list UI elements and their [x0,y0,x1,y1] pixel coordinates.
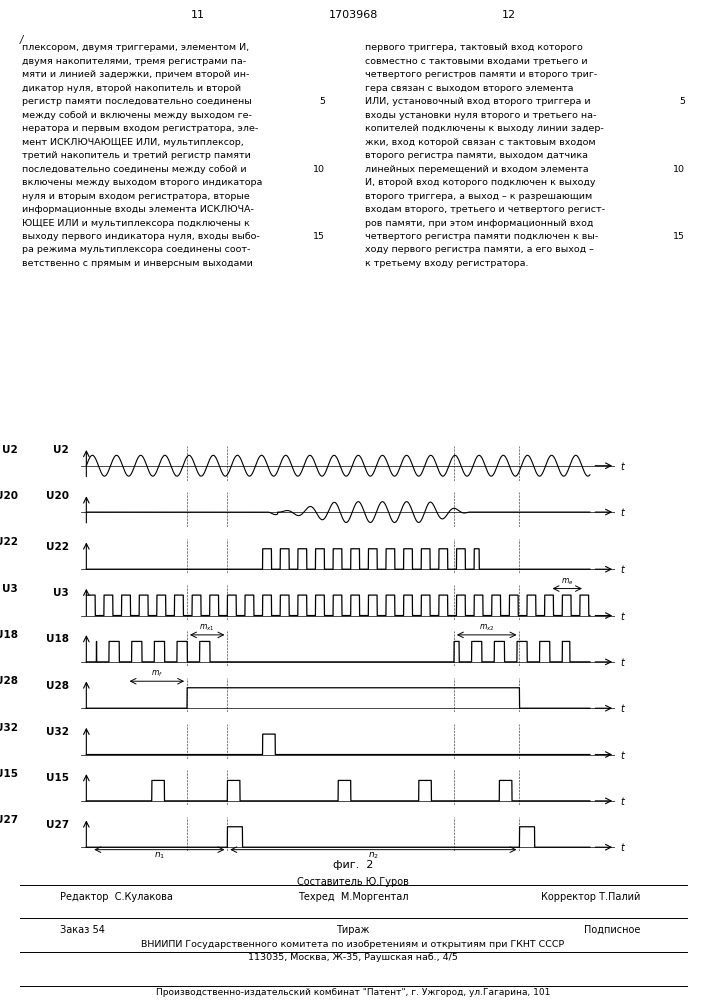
Text: U28: U28 [46,681,69,691]
Text: Редактор  С.Кулакова: Редактор С.Кулакова [60,892,173,902]
Text: ЮЩЕЕ ИЛИ и мультиплексора подключены к: ЮЩЕЕ ИЛИ и мультиплексора подключены к [22,219,250,228]
Text: $t$: $t$ [620,506,626,518]
Text: U18: U18 [0,630,18,640]
Text: четвертого регистров памяти и второго триг-: четвертого регистров памяти и второго тр… [365,70,597,79]
Text: И, второй вход которого подключен к выходу: И, второй вход которого подключен к выхо… [365,178,595,187]
Text: $t$: $t$ [620,563,626,575]
Text: $m_{x2}$: $m_{x2}$ [479,622,494,633]
Text: U27: U27 [45,820,69,830]
Text: к третьему входу регистратора.: к третьему входу регистратора. [365,259,529,268]
Text: второго регистра памяти, выходом датчика: второго регистра памяти, выходом датчика [365,151,588,160]
Text: U32: U32 [0,723,18,733]
Text: $n_2$: $n_2$ [368,851,379,861]
Text: $m_e$: $m_e$ [561,576,573,587]
Text: $m_{x1}$: $m_{x1}$ [199,622,215,633]
Text: ходу первого регистра памяти, а его выход –: ходу первого регистра памяти, а его выхо… [365,245,594,254]
Text: 15: 15 [313,232,325,241]
Text: $t$: $t$ [620,841,626,853]
Text: $t$: $t$ [620,610,626,622]
Text: информационные входы элемента ИСКЛЮЧА-: информационные входы элемента ИСКЛЮЧА- [22,205,254,214]
Text: $t$: $t$ [620,656,626,668]
Text: 11: 11 [191,10,205,20]
Text: совместно с тактовыми входами третьего и: совместно с тактовыми входами третьего и [365,57,588,66]
Text: фиг.  2: фиг. 2 [333,860,374,870]
Text: 15: 15 [673,232,685,241]
Text: U3: U3 [53,588,69,598]
Text: Производственно-издательский комбинат "Патент", г. Ужгород, ул.Гагарина, 101: Производственно-издательский комбинат "П… [156,988,550,997]
Text: ВНИИПИ Государственного комитета по изобретениям и открытиям при ГКНТ СССР: ВНИИПИ Государственного комитета по изоб… [141,940,565,949]
Text: мент ИСКЛЮЧАЮЩЕЕ ИЛИ, мультиплексор,: мент ИСКЛЮЧАЮЩЕЕ ИЛИ, мультиплексор, [22,138,244,147]
Text: жки, вход которой связан с тактовым входом: жки, вход которой связан с тактовым вход… [365,138,595,147]
Text: U22: U22 [46,542,69,552]
Text: U20: U20 [0,491,18,501]
Text: нератора и первым входом регистратора, эле-: нератора и первым входом регистратора, э… [22,124,258,133]
Text: последовательно соединены между собой и: последовательно соединены между собой и [22,165,247,174]
Text: входы установки нуля второго и третьего на-: входы установки нуля второго и третьего … [365,111,597,120]
Text: линейных перемещений и входом элемента: линейных перемещений и входом элемента [365,165,589,174]
Text: U18: U18 [46,634,69,644]
Text: U28: U28 [0,676,18,686]
Text: 5: 5 [679,97,685,106]
Text: U32: U32 [46,727,69,737]
Text: третий накопитель и третий регистр памяти: третий накопитель и третий регистр памят… [22,151,251,160]
Text: Заказ 54: Заказ 54 [60,925,105,935]
Text: $t$: $t$ [620,749,626,761]
Text: гера связан с выходом второго элемента: гера связан с выходом второго элемента [365,84,573,93]
Text: двумя накопителями, тремя регистрами па-: двумя накопителями, тремя регистрами па- [22,57,246,66]
Text: второго триггера, а выход – к разрешающим: второго триггера, а выход – к разрешающи… [365,192,592,201]
Text: мяти и линией задержки, причем второй ин-: мяти и линией задержки, причем второй ин… [22,70,250,79]
Text: U3: U3 [2,584,18,594]
Text: четвертого регистра памяти подключен к вы-: четвертого регистра памяти подключен к в… [365,232,598,241]
Text: U20: U20 [46,491,69,501]
Text: 5: 5 [319,97,325,106]
Text: нуля и вторым входом регистратора, вторые: нуля и вторым входом регистратора, вторы… [22,192,250,201]
Text: $t$: $t$ [620,795,626,807]
Text: 10: 10 [673,165,685,174]
Text: $t$: $t$ [620,460,626,472]
Text: U15: U15 [0,769,18,779]
Text: $m_f$: $m_f$ [151,669,163,679]
Text: включены между выходом второго индикатора: включены между выходом второго индикатор… [22,178,262,187]
Text: входам второго, третьего и четвертого регист-: входам второго, третьего и четвертого ре… [365,205,605,214]
Text: регистр памяти последовательно соединены: регистр памяти последовательно соединены [22,97,252,106]
Text: 10: 10 [313,165,325,174]
Text: U27: U27 [0,815,18,825]
Text: дикатор нуля, второй накопитель и второй: дикатор нуля, второй накопитель и второй [22,84,241,93]
Text: U22: U22 [0,537,18,547]
Text: U2: U2 [53,445,69,455]
Text: U2: U2 [2,445,18,455]
Text: копителей подключены к выходу линии задер-: копителей подключены к выходу линии заде… [365,124,604,133]
Text: ров памяти, при этом информационный вход: ров памяти, при этом информационный вход [365,219,593,228]
Text: ра режима мультиплексора соединены соот-: ра режима мультиплексора соединены соот- [22,245,250,254]
Text: между собой и включены между выходом ге-: между собой и включены между выходом ге- [22,111,252,120]
Text: 12: 12 [502,10,516,20]
Text: /: / [20,35,23,45]
Text: $n_1$: $n_1$ [153,851,165,861]
Text: первого триггера, тактовый вход которого: первого триггера, тактовый вход которого [365,43,583,52]
Text: U15: U15 [46,773,69,783]
Text: Техред  М.Моргентал: Техред М.Моргентал [298,892,408,902]
Text: Корректор Т.Палий: Корректор Т.Палий [541,892,640,902]
Text: плексором, двумя триггерами, элементом И,: плексором, двумя триггерами, элементом И… [22,43,249,52]
Text: Составитель Ю.Гуров: Составитель Ю.Гуров [297,877,409,887]
Text: 1703968: 1703968 [329,10,378,20]
Text: выходу первого индикатора нуля, входы выбо-: выходу первого индикатора нуля, входы вы… [22,232,259,241]
Text: Тираж: Тираж [337,925,370,935]
Text: Подписное: Подписное [583,925,640,935]
Text: ветственно с прямым и инверсным выходами: ветственно с прямым и инверсным выходами [22,259,253,268]
Text: ИЛИ, установочный вход второго триггера и: ИЛИ, установочный вход второго триггера … [365,97,590,106]
Text: 113035, Москва, Ж-35, Раушская наб., 4/5: 113035, Москва, Ж-35, Раушская наб., 4/5 [248,953,458,962]
Text: $t$: $t$ [620,702,626,714]
